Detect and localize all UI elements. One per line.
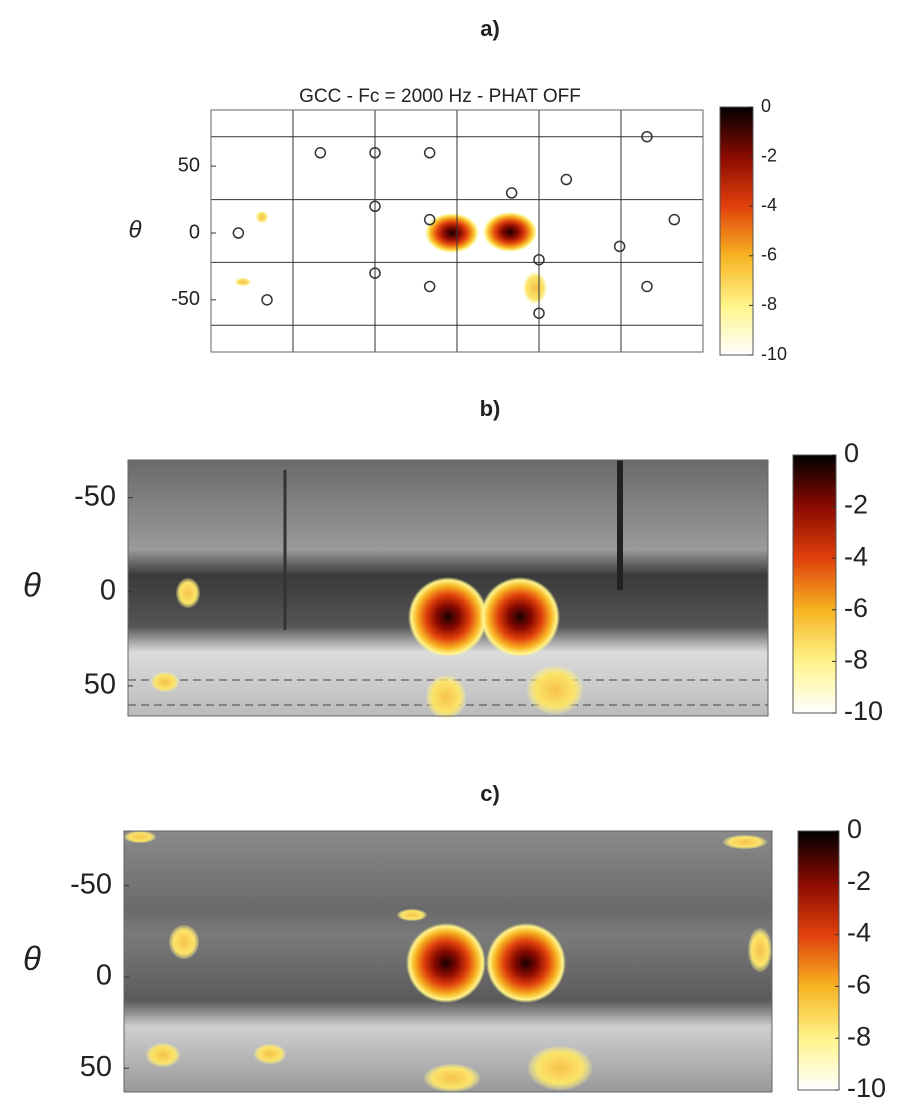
marker — [533, 307, 545, 319]
colorbar-tick-label: 0 — [844, 438, 859, 468]
colorbar-tick-label: -6 — [844, 593, 868, 623]
y-tick-label: 0 — [100, 574, 116, 606]
y-axis-label: θ — [23, 567, 41, 604]
panel-title: a) — [480, 16, 500, 41]
marker — [641, 130, 653, 143]
colorbar-tick-label: -8 — [844, 645, 868, 675]
y-axis-label: θ — [128, 216, 141, 243]
panel-title: c) — [480, 781, 500, 806]
colorbar-tick-label: -6 — [847, 970, 871, 1000]
y-tick-label: -50 — [74, 480, 116, 512]
marker — [314, 147, 327, 159]
marker — [613, 240, 626, 253]
colorbar-tick-label: -10 — [844, 696, 883, 726]
colorbar-tick-label: -8 — [761, 294, 777, 314]
colorbar-tick-label: -2 — [844, 490, 868, 520]
marker — [423, 147, 436, 159]
marker — [369, 147, 381, 159]
colorbar-tick-label: -8 — [847, 1021, 871, 1051]
colorbar-tick-label: 0 — [761, 96, 771, 116]
y-tick-label: -50 — [70, 868, 112, 900]
marker — [533, 253, 545, 266]
colorbar-tick-label: -4 — [844, 541, 868, 571]
marker — [232, 227, 245, 239]
colorbar-tick-label: -10 — [761, 344, 787, 364]
plot-frame — [210, 109, 704, 353]
plot-frame — [127, 459, 769, 717]
marker — [668, 213, 681, 226]
plot-frame — [123, 830, 773, 1093]
heat-blobs — [124, 211, 772, 1092]
colorbar-tick-label: -4 — [761, 195, 777, 215]
marker — [505, 187, 518, 199]
marker — [423, 213, 436, 226]
colorbar — [719, 106, 754, 356]
marker — [261, 294, 273, 306]
colorbar-tick-label: -6 — [761, 245, 777, 265]
panel-title: b) — [480, 396, 501, 421]
panel-subtitle: GCC - Fc = 2000 Hz - PHAT OFF — [299, 86, 581, 107]
y-tick-label: -50 — [171, 288, 200, 310]
colorbar — [797, 830, 840, 1091]
y-tick-label: 50 — [178, 154, 200, 176]
marker — [641, 280, 653, 293]
colorbar-tick-label: -2 — [761, 145, 777, 165]
y-tick-label: 50 — [80, 1051, 112, 1083]
marker — [560, 173, 573, 186]
colorbar-tick-label: 0 — [847, 814, 862, 844]
marker — [423, 280, 436, 293]
y-tick-label: 0 — [189, 221, 200, 243]
marker — [369, 267, 381, 279]
y-axis-label: θ — [23, 940, 41, 977]
colorbar — [792, 454, 837, 714]
colorbar-tick-label: -10 — [847, 1073, 886, 1103]
colorbar-tick-label: -4 — [847, 918, 871, 948]
colorbar-tick-label: -2 — [847, 866, 871, 896]
y-tick-label: 0 — [96, 960, 112, 992]
marker — [369, 200, 381, 213]
y-tick-label: 50 — [84, 669, 116, 701]
